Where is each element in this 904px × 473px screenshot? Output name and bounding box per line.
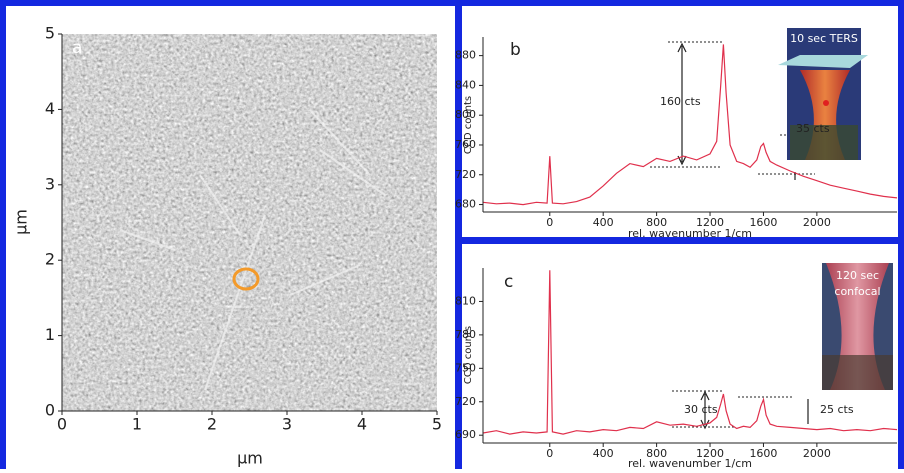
annotation: 30 cts — [684, 403, 718, 416]
y-tick-label: 0 — [45, 401, 55, 420]
x-axis-label: rel. wavenumber 1/cm — [628, 457, 752, 469]
y-axis-label: CCD counts — [463, 96, 474, 154]
x-axis-label: rel. wavenumber 1/cm — [628, 227, 752, 240]
y-axis-label: CCD counts — [463, 326, 474, 384]
y-tick-label: 1 — [45, 325, 55, 344]
y-tick-label: 4 — [45, 99, 55, 118]
x-tick-label: 4 — [357, 415, 367, 434]
x-tick-label: 1600 — [749, 447, 777, 460]
y-tick-label: 690 — [455, 428, 476, 441]
x-tick-label: 2000 — [803, 216, 831, 229]
panel-label: a — [72, 38, 82, 58]
x-tick-label: 0 — [57, 415, 67, 434]
figure: 012345012345µmµma68072076080084088004008… — [0, 0, 904, 469]
y-tick-label: 2 — [45, 250, 55, 269]
page: {"chart_data": [ {"type": "image", "pane… — [0, 0, 904, 473]
panel-label: b — [510, 40, 521, 60]
y-tick-label: 720 — [455, 168, 476, 181]
annotation: 35 cts — [796, 122, 830, 135]
y-axis-label: µm — [12, 209, 31, 235]
annotation: 25 cts — [820, 403, 854, 416]
inset-label-text: 120 sec confocal — [822, 268, 893, 300]
y-tick-label: 840 — [455, 78, 476, 91]
x-tick-label: 3 — [282, 415, 292, 434]
panel-label: c — [504, 272, 513, 292]
x-tick-label: 400 — [593, 447, 614, 460]
x-tick-label: 2 — [207, 415, 217, 434]
x-tick-label: 2000 — [803, 447, 831, 460]
afm-image — [62, 34, 437, 411]
inset-label: 10 sec TERS — [787, 31, 861, 71]
annotation: 160 cts — [660, 95, 701, 108]
x-tick-label: 1600 — [749, 216, 777, 229]
y-tick-label: 5 — [45, 24, 55, 43]
x-tick-label: 400 — [593, 216, 614, 229]
y-tick-label: 720 — [455, 395, 476, 408]
y-tick-label: 810 — [455, 294, 476, 307]
x-tick-label: 0 — [546, 447, 553, 460]
inset-label-text: 10 sec TERS — [787, 31, 861, 47]
y-tick-label: 3 — [45, 174, 55, 193]
x-tick-label: 5 — [432, 415, 442, 434]
x-tick-label: 1 — [132, 415, 142, 434]
x-axis-label: µm — [237, 449, 263, 468]
inset-label: 120 sec confocal — [822, 268, 893, 308]
y-tick-label: 880 — [455, 49, 476, 62]
y-tick-label: 680 — [455, 198, 476, 211]
x-tick-label: 0 — [546, 216, 553, 229]
